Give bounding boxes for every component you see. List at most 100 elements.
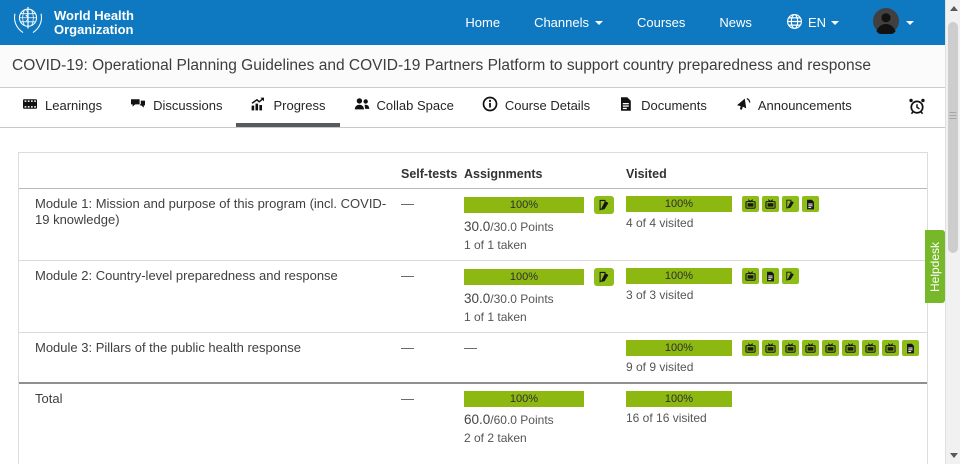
- chart-icon: [250, 96, 266, 115]
- visited-count: 16 of 16 visited: [626, 411, 707, 425]
- video-icon[interactable]: [822, 340, 839, 356]
- assignments-taken: 1 of 1 taken: [464, 238, 527, 252]
- assignments-progress-bar: 100%: [464, 197, 584, 213]
- module-name: Module 1: Mission and purpose of this pr…: [35, 196, 387, 227]
- top-nav-links: Home Channels Courses News EN: [465, 8, 914, 37]
- document-icon[interactable]: [762, 268, 779, 284]
- megaphone-icon: [735, 96, 751, 115]
- video-icon[interactable]: [742, 268, 759, 284]
- top-navigation-bar: World Health Organization Home Channels …: [0, 0, 960, 45]
- who-logo-link[interactable]: World Health Organization: [10, 2, 134, 43]
- video-icon[interactable]: [742, 340, 759, 356]
- assignments-points: 30.0/30.0 Points: [464, 291, 554, 306]
- assignments-progress-bar: 100%: [464, 269, 584, 285]
- assignments-cell: 100% 60.0/60.0 Points 2 of 2 taken: [464, 391, 626, 445]
- assignments-cell: —: [464, 340, 626, 374]
- helpdesk-tab[interactable]: Helpdesk: [925, 230, 945, 303]
- assignments-empty: —: [464, 340, 477, 355]
- visited-cell: 100% 3 of 3 visited: [626, 268, 927, 324]
- visited-item-icons: [742, 196, 819, 212]
- chevron-down-icon: [906, 20, 914, 25]
- assignments-percent: 100%: [509, 393, 539, 405]
- visited-progress-bar: 100%: [626, 268, 732, 284]
- document-icon[interactable]: [802, 196, 819, 212]
- table-row: Module 2: Country-level preparedness and…: [19, 261, 927, 333]
- alarm-clock-icon[interactable]: [908, 97, 926, 118]
- table-row: Module 3: Pillars of the public health r…: [19, 333, 927, 383]
- nav-news[interactable]: News: [719, 15, 752, 30]
- brand-text: World Health Organization: [54, 7, 134, 37]
- visited-cell: 100% 4 of 4 visited: [626, 196, 927, 252]
- tab-documents[interactable]: Documents: [604, 88, 721, 127]
- visited-progress-bar: 100%: [626, 340, 732, 356]
- self-tests-value: —: [401, 268, 414, 283]
- progress-content: Self-tests Assignments Visited Module 1:…: [0, 128, 960, 464]
- visited-cell: 100% 16 of 16 visited: [626, 391, 927, 445]
- page-title-bar: COVID-19: Operational Planning Guideline…: [0, 45, 960, 88]
- assignments-taken: 1 of 1 taken: [464, 310, 527, 324]
- visited-percent: 100%: [664, 270, 694, 282]
- assignments-taken: 2 of 2 taken: [464, 431, 527, 445]
- self-tests-value: —: [401, 340, 414, 355]
- video-icon[interactable]: [842, 340, 859, 356]
- assignments-points: 60.0/60.0 Points: [464, 412, 554, 427]
- assignments-percent: 100%: [509, 271, 539, 283]
- who-logo: [10, 2, 46, 43]
- video-icon[interactable]: [762, 340, 779, 356]
- video-icon[interactable]: [742, 196, 759, 212]
- scroll-up-arrow[interactable]: [946, 1, 960, 16]
- assignments-cell: 100% 30.0/30.0 Points 1 of 1 taken: [464, 196, 626, 252]
- self-tests-column-header: Self-tests: [401, 167, 458, 181]
- document-icon: [618, 96, 634, 115]
- language-selector[interactable]: EN: [786, 13, 839, 33]
- module-name: Module 3: Pillars of the public health r…: [35, 340, 301, 355]
- avatar: [873, 8, 899, 37]
- brand-line1: World Health: [54, 7, 134, 23]
- visited-percent: 100%: [664, 198, 694, 210]
- assignment-icon[interactable]: [782, 268, 799, 284]
- visited-count: 9 of 9 visited: [626, 360, 694, 374]
- video-icon[interactable]: [762, 196, 779, 212]
- tab-announcements[interactable]: Announcements: [721, 88, 866, 127]
- brand-line2: Organization: [54, 21, 134, 37]
- visited-column-header: Visited: [626, 167, 667, 181]
- chat-icon: [130, 96, 146, 115]
- visited-count: 4 of 4 visited: [626, 216, 694, 230]
- module-name: Total: [35, 391, 63, 406]
- assignments-column-header: Assignments: [464, 167, 543, 181]
- assignment-icon[interactable]: [782, 196, 799, 212]
- tab-discussions[interactable]: Discussions: [116, 88, 236, 127]
- document-icon[interactable]: [902, 340, 919, 356]
- assignment-icon[interactable]: [594, 268, 614, 286]
- scrollbar-thumb[interactable]: [948, 22, 958, 253]
- people-icon: [354, 96, 370, 115]
- scroll-down-arrow[interactable]: [946, 448, 960, 463]
- nav-home[interactable]: Home: [465, 15, 501, 30]
- nav-courses[interactable]: Courses: [637, 15, 686, 30]
- nav-channels[interactable]: Channels: [534, 15, 603, 30]
- video-icon[interactable]: [802, 340, 819, 356]
- video-icon[interactable]: [862, 340, 879, 356]
- self-tests-value: —: [401, 391, 414, 406]
- assignments-percent: 100%: [509, 199, 539, 211]
- user-menu[interactable]: [873, 8, 914, 37]
- visited-percent: 100%: [664, 393, 694, 405]
- assignments-cell: 100% 30.0/30.0 Points 1 of 1 taken: [464, 268, 626, 324]
- tab-course-details[interactable]: Course Details: [468, 88, 604, 127]
- visited-progress-bar: 100%: [626, 196, 732, 212]
- visited-item-icons: [742, 340, 919, 356]
- globe-icon: [786, 13, 803, 33]
- visited-count: 3 of 3 visited: [626, 288, 694, 302]
- video-icon[interactable]: [782, 340, 799, 356]
- visited-item-icons: [742, 268, 799, 284]
- vertical-scrollbar[interactable]: [945, 0, 960, 464]
- self-tests-value: —: [401, 196, 414, 211]
- tab-progress[interactable]: Progress: [236, 88, 340, 127]
- table-row: Module 1: Mission and purpose of this pr…: [19, 189, 927, 261]
- assignment-icon[interactable]: [594, 196, 614, 214]
- film-icon: [22, 96, 38, 115]
- tab-collab-space[interactable]: Collab Space: [340, 88, 468, 127]
- video-icon[interactable]: [882, 340, 899, 356]
- tab-learnings[interactable]: Learnings: [8, 88, 116, 127]
- course-tab-bar: Learnings Discussions Progress Collab Sp…: [0, 88, 960, 128]
